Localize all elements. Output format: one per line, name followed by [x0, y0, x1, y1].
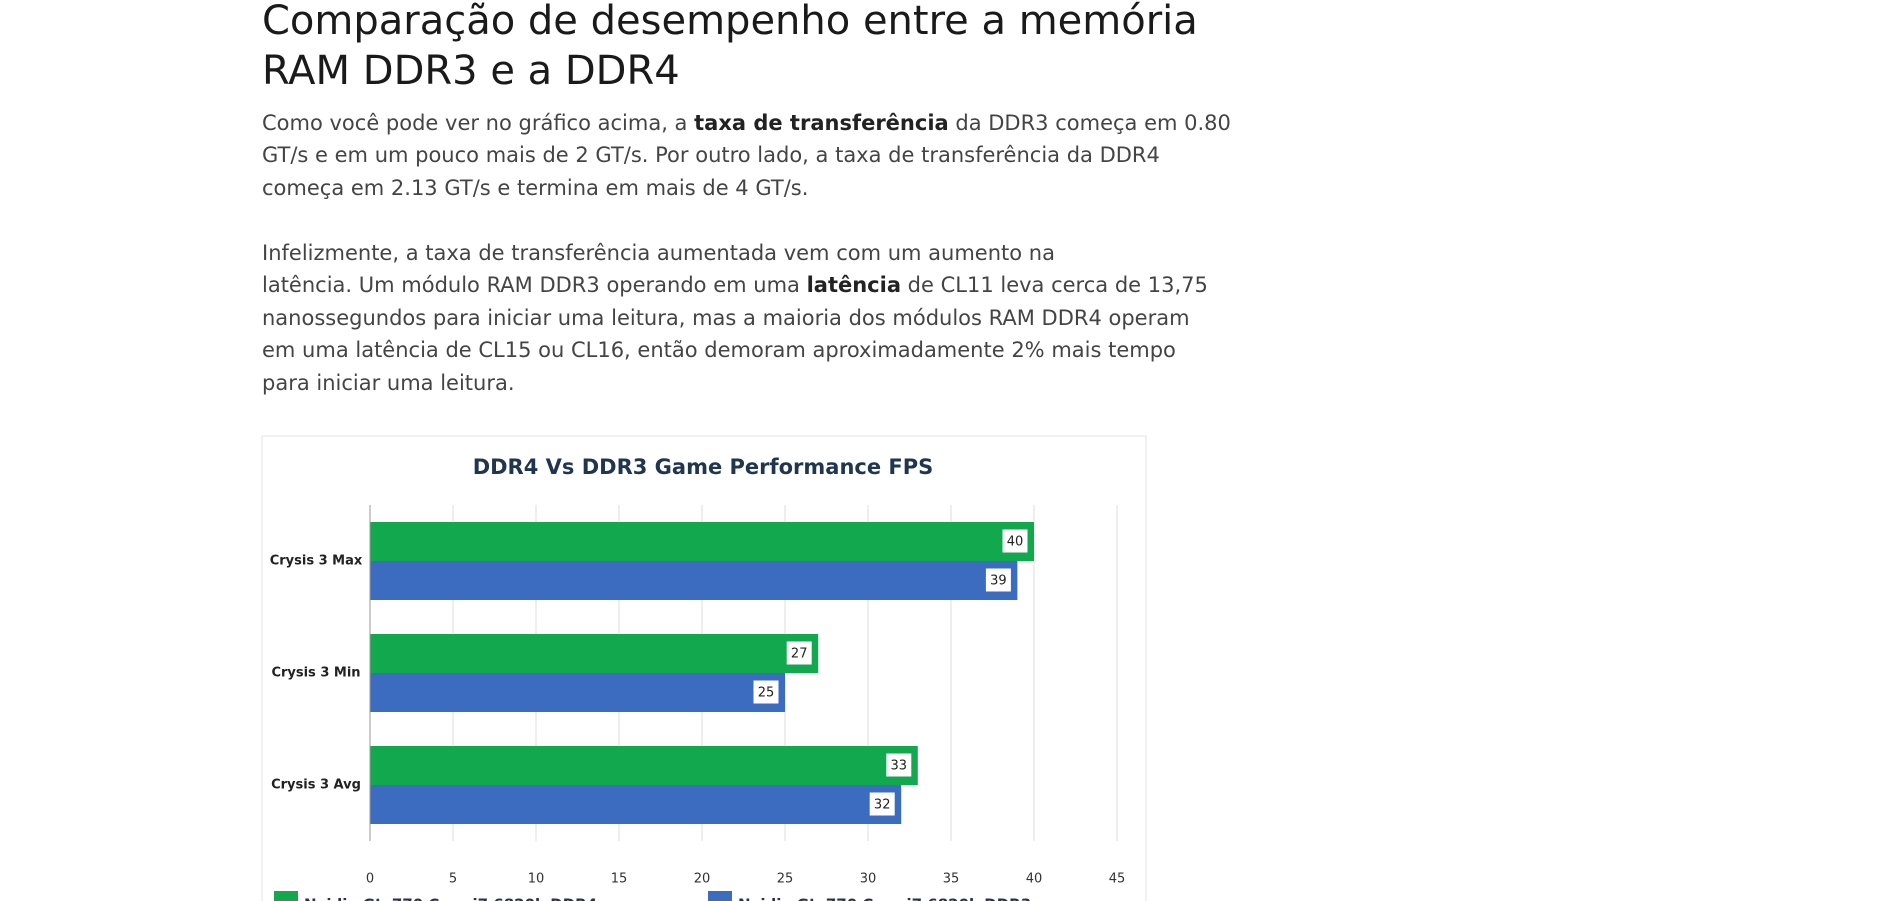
value-label-box	[885, 752, 913, 778]
text: latência. Um módulo RAM DDR3 operando em…	[262, 273, 807, 298]
paragraph: Infelizmente, a taxa de transferência au…	[262, 237, 1208, 399]
text: Infelizmente, a taxa de transferência au…	[262, 241, 1055, 265]
value-label: 25	[758, 686, 775, 701]
x-tick-label: 0	[366, 872, 374, 887]
legend-swatch	[274, 891, 298, 901]
y-tick-label: Crysis 3 Min	[271, 666, 360, 681]
x-tick-label: 15	[611, 872, 628, 887]
x-tick-label: 20	[694, 872, 711, 887]
legend-label: Nvidia Gtx770 Core i7 6820k DDR3	[738, 896, 1031, 901]
value-label-box	[984, 567, 1012, 593]
line: começa em 2.13 GT/s e termina em mais de…	[262, 172, 1231, 204]
line: para iniciar uma leitura.	[262, 367, 1208, 399]
bar	[370, 634, 819, 673]
text: Como você pode ver no gráfico acima, a	[262, 111, 695, 135]
value-label: 39	[990, 574, 1007, 589]
x-tick-label: 10	[528, 872, 545, 887]
legend-label: Nvidia Gtx770 Core i7 6820k DDR4	[304, 896, 597, 901]
x-tick-label: 30	[860, 872, 877, 887]
bar	[370, 746, 918, 785]
x-tick-label: 25	[777, 872, 794, 887]
text: GT/s e em um pouco mais de 2 GT/s. Por o…	[262, 143, 1160, 168]
chart-title: DDR4 Vs DDR3 Game Performance FPS	[473, 455, 934, 479]
bar	[370, 561, 1018, 600]
bold-text: taxa de transferência	[694, 111, 949, 135]
bar	[370, 673, 785, 712]
bar	[370, 785, 902, 824]
x-tick-label: 40	[1026, 872, 1043, 887]
heading: Comparação de desempenho entre a memória…	[262, 0, 1198, 94]
legend-swatch	[708, 891, 732, 901]
line: em uma latência de CL15 ou CL16, então d…	[262, 334, 1208, 366]
value-label-box	[1001, 528, 1029, 554]
x-tick-label: 5	[449, 872, 457, 887]
x-tick-label: 45	[1109, 872, 1126, 887]
line: Como você pode ver no gráfico acima, a t…	[262, 107, 1231, 139]
paragraph: Como você pode ver no gráfico acima, a t…	[262, 107, 1231, 204]
y-tick-label: Crysis 3 Avg	[271, 778, 361, 793]
line: latência. Um módulo RAM DDR3 operando em…	[262, 269, 1208, 301]
x-tick-label: 35	[943, 872, 960, 887]
value-label-box	[785, 640, 813, 666]
text: para iniciar uma leitura.	[262, 370, 515, 395]
text: da DDR3 começa em 0.80	[948, 111, 1231, 135]
value-label: 40	[1007, 535, 1024, 550]
value-label: 32	[874, 798, 891, 813]
line: nanossegundos para iniciar uma leitura, …	[262, 302, 1208, 334]
text: começa em 2.13 GT/s e termina em mais de…	[262, 175, 809, 200]
value-label-box	[752, 679, 780, 705]
line: GT/s e em um pouco mais de 2 GT/s. Por o…	[262, 139, 1231, 171]
line: Infelizmente, a taxa de transferência au…	[262, 237, 1208, 269]
value-label-box	[868, 791, 896, 817]
bold-text: latência	[806, 273, 901, 298]
text: nanossegundos para iniciar uma leitura, …	[262, 305, 1190, 330]
text: em uma latência de CL15 ou CL16, então d…	[262, 338, 1176, 363]
value-label: 27	[791, 647, 808, 662]
text: de CL11 leva cerca de 13,75	[901, 273, 1208, 298]
value-label: 33	[891, 759, 908, 774]
y-tick-label: Crysis 3 Max	[270, 554, 363, 569]
bar	[370, 522, 1034, 561]
